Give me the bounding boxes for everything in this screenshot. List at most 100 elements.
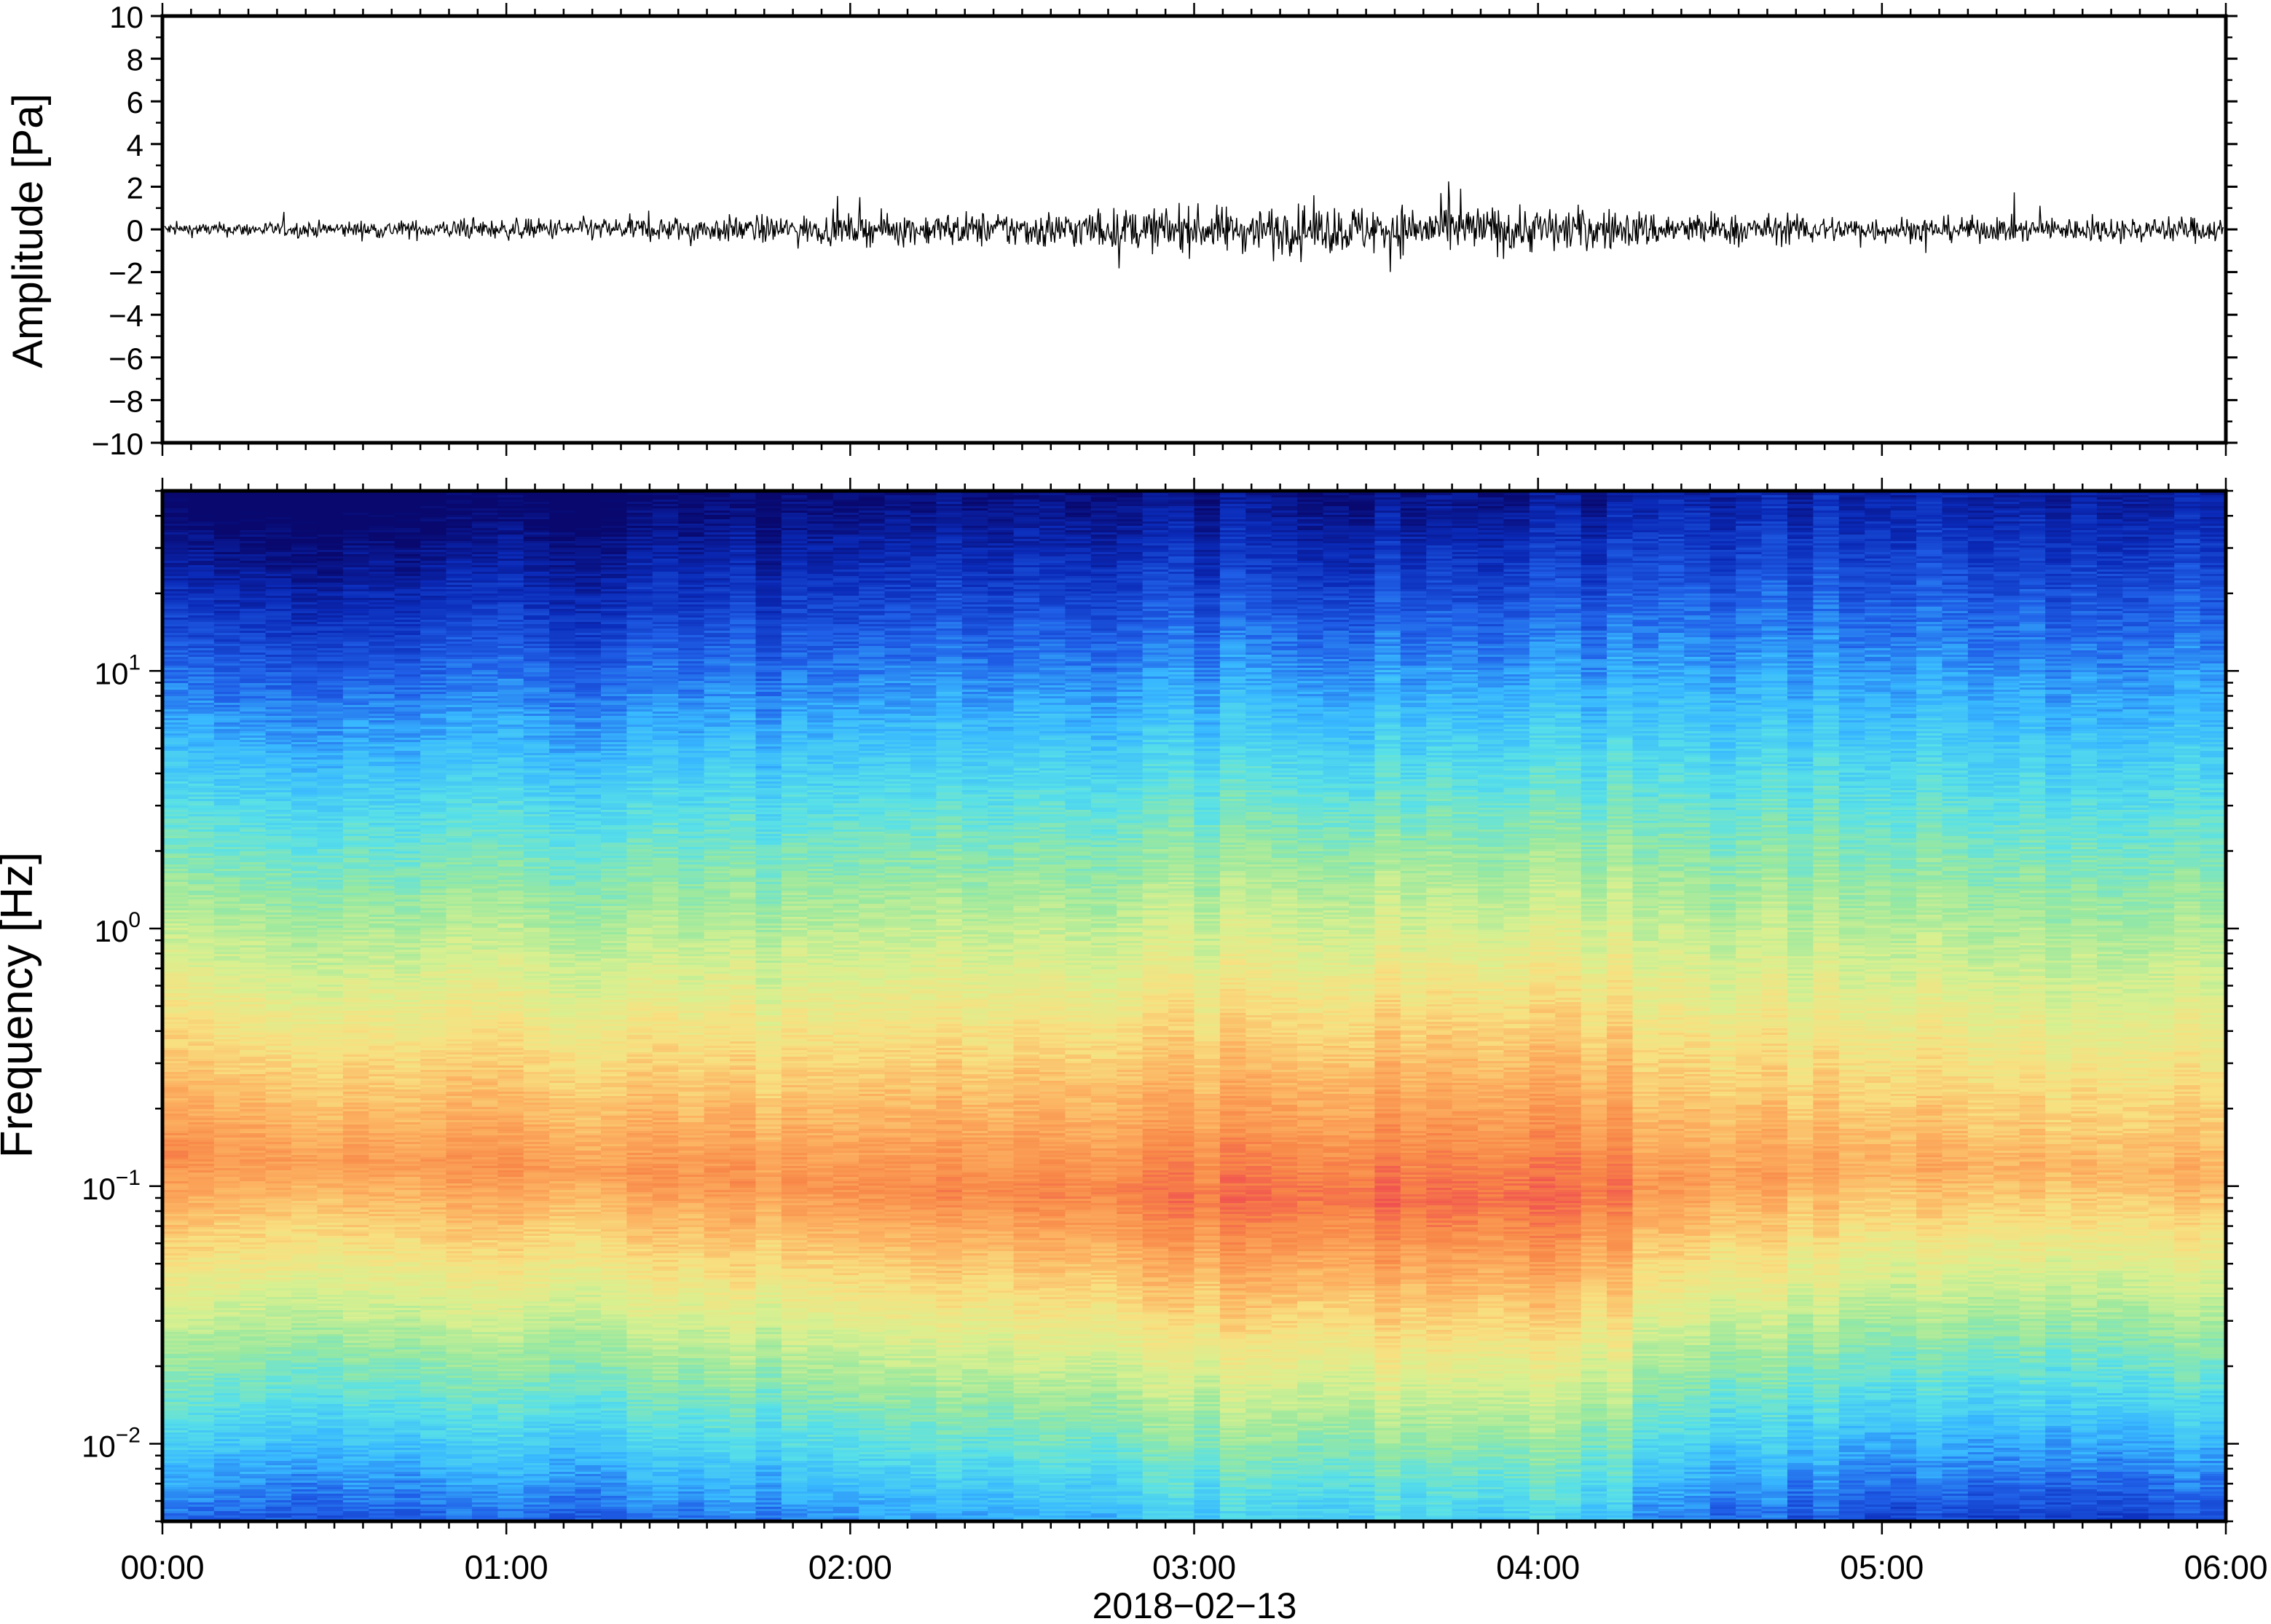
spectrogram-cell bbox=[188, 1476, 215, 1479]
spectrogram-cell bbox=[162, 1006, 189, 1009]
spectrogram-cell bbox=[188, 1214, 215, 1217]
spectrogram-cell bbox=[317, 694, 344, 697]
spectrogram-cell bbox=[188, 1332, 215, 1335]
spectrogram-cell bbox=[162, 792, 189, 795]
spectrogram-cell bbox=[240, 1229, 267, 1232]
spectrogram-cell bbox=[213, 539, 240, 542]
spectrogram-cell bbox=[369, 1448, 395, 1451]
spectrogram-cell bbox=[240, 895, 267, 898]
spectrogram-cell bbox=[240, 1044, 267, 1046]
spectrogram-cell bbox=[188, 1089, 215, 1092]
spectrogram-cell bbox=[291, 1251, 318, 1254]
spectrogram-cell bbox=[188, 1395, 215, 1398]
spectrogram-cell bbox=[342, 1175, 369, 1178]
spectrogram-cell bbox=[420, 618, 447, 620]
spectrogram-cell bbox=[291, 624, 318, 627]
spectrogram-cell bbox=[188, 1275, 215, 1278]
spectrogram-cell bbox=[240, 816, 267, 819]
spectrogram-cell bbox=[317, 720, 344, 723]
spectrogram-cell bbox=[213, 1061, 240, 1064]
spectrogram-cell bbox=[213, 1376, 240, 1379]
spectrogram-cell bbox=[213, 829, 240, 832]
spectrogram-cell bbox=[162, 1028, 189, 1031]
spectrogram-cell bbox=[240, 1172, 267, 1175]
spectrogram-cell bbox=[291, 801, 318, 804]
spectrogram-cell bbox=[317, 1347, 344, 1350]
spectrogram-cell bbox=[342, 1092, 369, 1095]
spectrogram-cell bbox=[162, 733, 189, 736]
spectrogram-cell bbox=[162, 1024, 189, 1027]
spectrogram-cell bbox=[265, 1159, 292, 1162]
spectrogram-cell bbox=[317, 1199, 344, 1202]
spectrogram-cell bbox=[291, 1284, 318, 1287]
spectrogram-cell bbox=[394, 947, 421, 950]
spectrogram-cell bbox=[213, 1332, 240, 1335]
spectrogram-cell bbox=[317, 1404, 344, 1407]
spectrogram-cell bbox=[188, 1387, 215, 1390]
spectrogram-cell bbox=[162, 1135, 189, 1138]
spectrogram-cell bbox=[291, 895, 318, 898]
spectrogram-cell bbox=[342, 1133, 369, 1136]
spectrogram-cell bbox=[240, 1312, 267, 1315]
spectrogram-cell bbox=[162, 1142, 189, 1145]
spectrogram-cell bbox=[240, 1098, 267, 1101]
spectrogram-cell bbox=[265, 521, 292, 524]
spectrogram-cell bbox=[342, 845, 369, 848]
spectrogram-cell bbox=[240, 1277, 267, 1280]
spectrogram-cell bbox=[369, 777, 395, 780]
spectrogram-cell bbox=[188, 742, 215, 745]
spectrogram-cell bbox=[240, 548, 267, 551]
spectrogram-cell bbox=[265, 1457, 292, 1459]
spectrogram-cell bbox=[188, 1011, 215, 1014]
spectrogram-cell bbox=[240, 519, 267, 522]
spectrogram-cell bbox=[188, 786, 215, 789]
spectrogram-cell bbox=[394, 760, 421, 762]
spectrogram-cell bbox=[342, 1428, 369, 1431]
spectrogram-cell bbox=[394, 563, 421, 566]
spectrogram-cell bbox=[394, 703, 421, 706]
spectrogram-cell bbox=[369, 1376, 395, 1379]
spectrogram-cell bbox=[369, 1094, 395, 1097]
spectrogram-cell bbox=[291, 1260, 318, 1263]
spectrogram-cell bbox=[317, 1151, 344, 1154]
spectrogram-cell bbox=[317, 718, 344, 721]
spectrogram-cell bbox=[265, 504, 292, 507]
spectrogram-cell bbox=[291, 1356, 318, 1359]
spectrogram-cell bbox=[291, 1454, 318, 1457]
spectrogram-cell bbox=[265, 989, 292, 992]
spectrogram-cell bbox=[213, 1098, 240, 1101]
spectrogram-cell bbox=[213, 1242, 240, 1245]
spectrogram-cell bbox=[342, 1024, 369, 1027]
spectrogram-cell bbox=[265, 1175, 292, 1178]
spectrogram-cell bbox=[369, 1422, 395, 1424]
spectrogram-cell bbox=[394, 1168, 421, 1171]
spectrogram-cell bbox=[162, 1336, 189, 1339]
spectrogram-cell bbox=[291, 884, 318, 887]
spectrogram-cell bbox=[342, 1404, 369, 1407]
spectrogram-cell bbox=[240, 967, 267, 970]
spectrogram-cell bbox=[291, 1081, 318, 1084]
spectrogram-cell bbox=[213, 1509, 240, 1512]
spectrogram-cell bbox=[240, 1170, 267, 1173]
spectrogram-cell bbox=[213, 1330, 240, 1333]
spectrogram-cell bbox=[342, 954, 369, 957]
spectrogram-cell bbox=[188, 1050, 215, 1053]
spectrogram-cell bbox=[369, 1373, 395, 1376]
spectrogram-cell bbox=[188, 1131, 215, 1134]
spectrogram-cell bbox=[369, 696, 395, 699]
spectrogram-cell bbox=[188, 1404, 215, 1407]
spectrogram-cell bbox=[240, 851, 267, 854]
spectrogram-cell bbox=[213, 1162, 240, 1164]
spectrogram-cell bbox=[213, 779, 240, 782]
spectrogram-cell bbox=[188, 808, 215, 811]
spectrogram-cell bbox=[342, 862, 369, 865]
spectrogram-cell bbox=[369, 770, 395, 773]
spectrogram-cell bbox=[369, 731, 395, 734]
spectrogram-cell bbox=[342, 1212, 369, 1215]
spectrogram-cell bbox=[291, 1363, 318, 1365]
spectrogram-cell bbox=[317, 1299, 344, 1302]
spectrogram-cell bbox=[240, 1015, 267, 1018]
spectrogram-cell bbox=[342, 559, 369, 561]
spectrogram-cell bbox=[162, 906, 189, 909]
spectrogram-cell bbox=[162, 1319, 189, 1322]
